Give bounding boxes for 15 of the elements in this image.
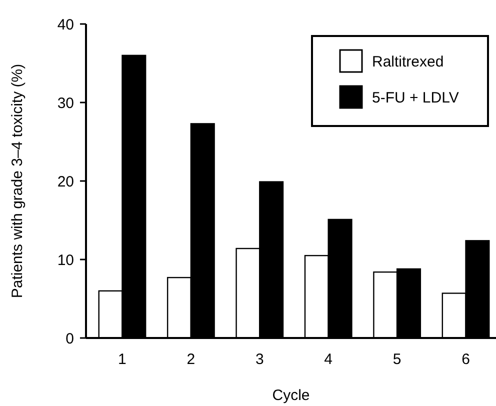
x-tick-label: 5	[392, 351, 402, 368]
x-tick-label: 1	[118, 351, 126, 368]
x-tick-label: 4	[324, 351, 333, 368]
y-tick-label: 0	[66, 330, 74, 348]
legend-label: Raltitrexed	[372, 53, 444, 70]
y-tick-label: 30	[57, 94, 74, 112]
legend-label: 5-FU + LDLV	[372, 89, 459, 106]
y-axis-title: Patients with grade 3–4 toxicity (%)	[9, 64, 26, 298]
y-tick-label: 20	[57, 173, 74, 190]
y-tick-label: 10	[57, 252, 74, 269]
x-axis-title: Cycle	[272, 387, 310, 404]
x-tick-label: 6	[462, 351, 470, 368]
y-tick-label: 40	[57, 16, 74, 34]
x-tick-label: 2	[186, 351, 196, 368]
x-tick-label: 3	[255, 351, 264, 368]
